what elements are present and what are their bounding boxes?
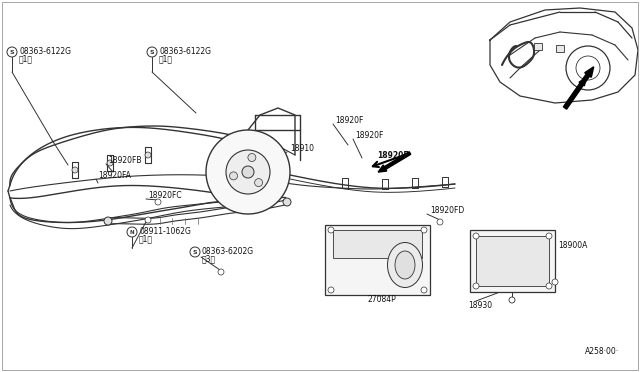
Circle shape bbox=[283, 198, 291, 206]
Ellipse shape bbox=[395, 251, 415, 279]
Circle shape bbox=[328, 287, 334, 293]
Text: （3）: （3） bbox=[202, 254, 216, 263]
Text: 18910: 18910 bbox=[290, 144, 314, 153]
Bar bbox=[556, 45, 564, 52]
Text: N: N bbox=[130, 230, 134, 234]
Text: 18920FD: 18920FD bbox=[430, 205, 464, 215]
Text: S: S bbox=[10, 49, 14, 55]
Circle shape bbox=[242, 166, 254, 178]
Circle shape bbox=[552, 279, 558, 285]
Text: 08363-6122G: 08363-6122G bbox=[19, 46, 71, 55]
Ellipse shape bbox=[387, 243, 422, 288]
Circle shape bbox=[218, 269, 224, 275]
Bar bbox=[534, 43, 542, 50]
Text: 08363-6122G: 08363-6122G bbox=[159, 46, 211, 55]
Bar bbox=[325, 225, 430, 295]
Circle shape bbox=[206, 130, 290, 214]
FancyArrow shape bbox=[378, 152, 411, 172]
Text: （1）: （1） bbox=[139, 234, 153, 244]
Circle shape bbox=[155, 199, 161, 205]
Circle shape bbox=[546, 233, 552, 239]
Text: 18920FA: 18920FA bbox=[98, 170, 131, 180]
Bar bbox=[476, 236, 549, 286]
Text: 18900A: 18900A bbox=[558, 241, 588, 250]
Circle shape bbox=[473, 283, 479, 289]
Text: S: S bbox=[193, 250, 197, 254]
Text: S: S bbox=[150, 49, 154, 55]
Text: 27084P: 27084P bbox=[368, 295, 397, 305]
Circle shape bbox=[255, 179, 262, 187]
Bar bbox=[333, 230, 422, 258]
Text: 18920F: 18920F bbox=[335, 115, 364, 125]
Circle shape bbox=[421, 287, 427, 293]
Circle shape bbox=[473, 233, 479, 239]
Circle shape bbox=[107, 160, 113, 166]
Circle shape bbox=[328, 227, 334, 233]
Circle shape bbox=[104, 217, 112, 225]
Text: 18920F: 18920F bbox=[377, 151, 408, 160]
Text: 08911-1062G: 08911-1062G bbox=[139, 227, 191, 235]
Circle shape bbox=[437, 219, 443, 225]
FancyArrow shape bbox=[563, 67, 594, 109]
Text: 18920FC: 18920FC bbox=[148, 190, 182, 199]
Text: 18920F: 18920F bbox=[355, 131, 383, 140]
Text: A258·00·: A258·00· bbox=[585, 347, 619, 356]
Text: （1）: （1） bbox=[159, 55, 173, 64]
Circle shape bbox=[226, 150, 270, 194]
Text: （1）: （1） bbox=[19, 55, 33, 64]
Text: 08363-6202G: 08363-6202G bbox=[202, 247, 254, 256]
Circle shape bbox=[7, 47, 17, 57]
Circle shape bbox=[546, 283, 552, 289]
Circle shape bbox=[147, 47, 157, 57]
Circle shape bbox=[509, 297, 515, 303]
Text: 18920FB: 18920FB bbox=[108, 155, 141, 164]
Circle shape bbox=[127, 227, 137, 237]
Circle shape bbox=[145, 217, 151, 223]
Circle shape bbox=[230, 172, 237, 180]
Circle shape bbox=[421, 227, 427, 233]
Bar bbox=[470, 230, 555, 292]
Circle shape bbox=[248, 154, 256, 161]
Circle shape bbox=[145, 152, 151, 158]
Circle shape bbox=[72, 167, 78, 173]
Text: 18930: 18930 bbox=[468, 301, 492, 310]
Circle shape bbox=[190, 247, 200, 257]
